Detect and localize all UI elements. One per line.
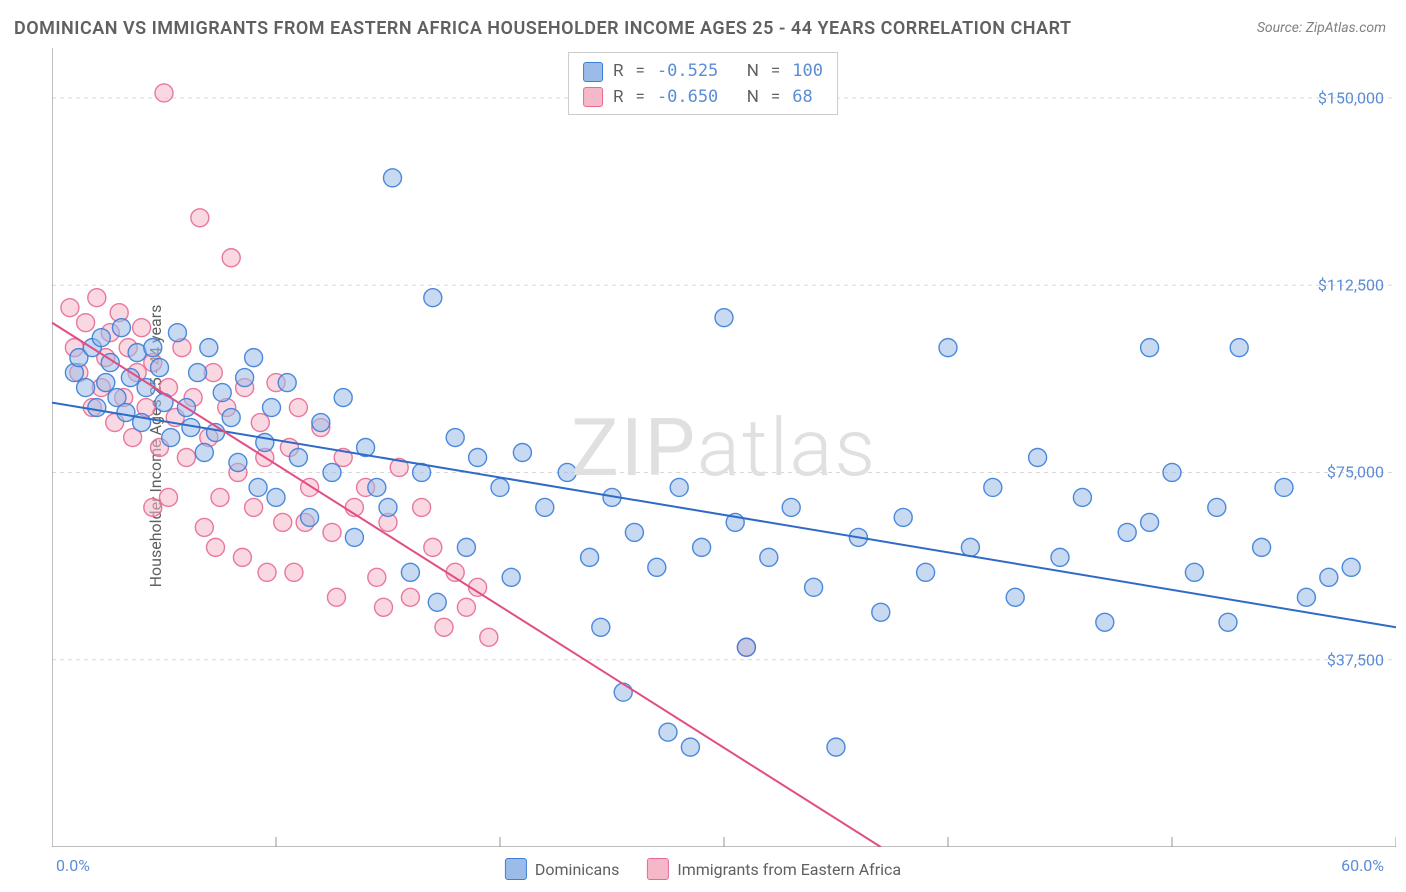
legend-swatch — [647, 858, 669, 880]
legend-item: Immigrants from Eastern Africa — [647, 858, 901, 880]
legend-label: Immigrants from Eastern Africa — [677, 860, 901, 879]
y-tick-label: $37,500 — [1327, 650, 1384, 669]
bottom-legend: Dominicans Immigrants from Eastern Afric… — [505, 858, 901, 880]
n-value: 68 — [792, 85, 812, 111]
scatter-plot-svg — [52, 48, 1396, 847]
r-value: -0.650 — [657, 85, 718, 111]
series-swatch — [583, 62, 603, 82]
n-label: N — [747, 59, 759, 85]
chart-title: DOMINICAN VS IMMIGRANTS FROM EASTERN AFR… — [14, 18, 1072, 39]
y-tick-label: $75,000 — [1327, 463, 1384, 482]
legend-item: Dominicans — [505, 858, 619, 880]
r-label: R — [613, 85, 623, 111]
legend-label: Dominicans — [535, 860, 619, 879]
stats-row: R= -0.525 N= 100 — [583, 59, 823, 85]
y-tick-label: $150,000 — [1318, 88, 1384, 107]
correlation-stats-box: R= -0.525 N= 100 R= -0.650 N= 68 — [568, 52, 838, 115]
n-label: N — [747, 85, 759, 111]
chart-container: DOMINICAN VS IMMIGRANTS FROM EASTERN AFR… — [0, 0, 1406, 892]
r-label: R — [613, 59, 623, 85]
stats-row: R= -0.650 N= 68 — [583, 85, 823, 111]
legend-swatch — [505, 858, 527, 880]
x-min-label: 0.0% — [56, 856, 90, 875]
x-max-label: 60.0% — [1341, 856, 1384, 875]
plot-region: ZIPatlas $37,500$75,000$112,500$150,000 — [52, 48, 1396, 847]
y-tick-label: $112,500 — [1318, 276, 1384, 295]
series-swatch — [583, 87, 603, 107]
r-value: -0.525 — [657, 59, 718, 85]
n-value: 100 — [792, 59, 823, 85]
source-label: Source: ZipAtlas.com — [1257, 20, 1386, 36]
